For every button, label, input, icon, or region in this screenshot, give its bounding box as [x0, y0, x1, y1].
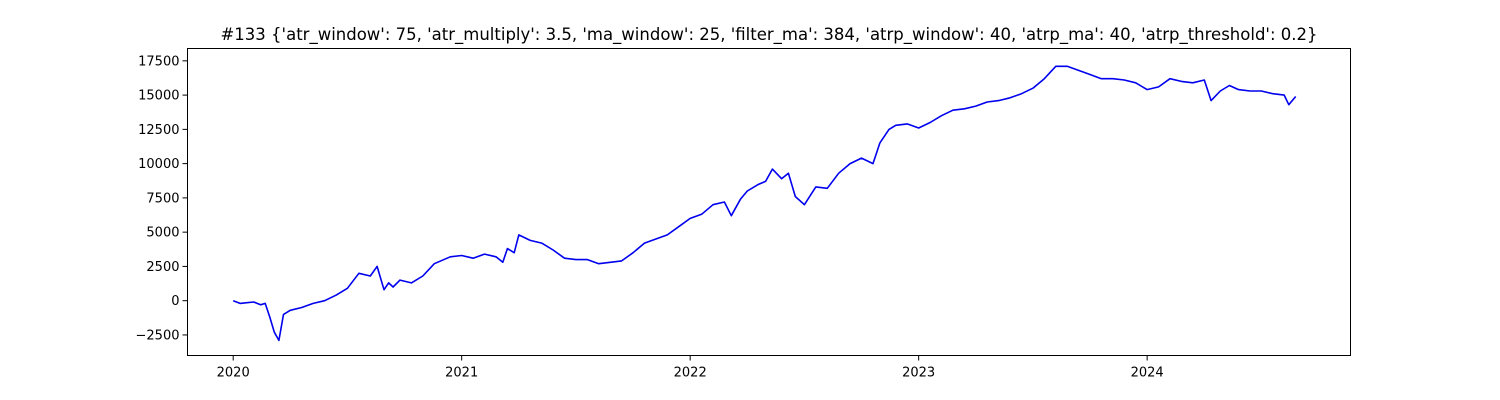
x-tick-label: 2022	[674, 366, 707, 381]
y-tick-label: 5000	[146, 226, 179, 241]
y-tick-label: 2500	[146, 260, 179, 275]
y-tick-label: 7500	[146, 191, 179, 206]
y-tick-label: −2500	[136, 328, 180, 343]
y-tick-label: 0	[171, 294, 179, 309]
y-tick-label: 12500	[138, 123, 179, 138]
x-tick-label: 2021	[445, 366, 478, 381]
y-tick-label: 15000	[138, 89, 179, 104]
x-axis: 2020 2021 2022 2023 2024	[217, 355, 1164, 381]
series-layer	[232, 65, 1297, 342]
x-tick-label: 2023	[902, 366, 935, 381]
x-tick-label: 2020	[217, 366, 250, 381]
x-tick-label: 2024	[1131, 366, 1164, 381]
series-line-0	[232, 65, 1297, 342]
y-axis: −2500 0 2500 5000 7500 10000 12500 15000 17500	[136, 54, 188, 343]
y-tick-label: 17500	[138, 54, 179, 69]
plot-area-frame	[187, 48, 1351, 356]
y-tick-label: 10000	[138, 157, 179, 172]
chart-title: #133 {'atr_window': 75, 'atr_multiply': …	[220, 25, 1317, 45]
